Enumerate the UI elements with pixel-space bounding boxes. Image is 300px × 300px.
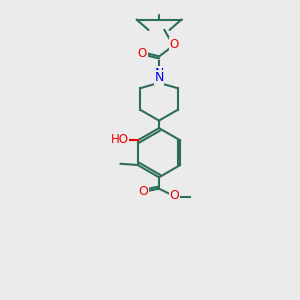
Text: O: O [138, 47, 147, 60]
Text: N: N [154, 67, 164, 80]
Text: O: O [139, 185, 148, 198]
Text: O: O [169, 38, 178, 51]
Text: O: O [170, 189, 179, 202]
Text: N: N [154, 71, 164, 84]
Text: HO: HO [111, 133, 129, 146]
